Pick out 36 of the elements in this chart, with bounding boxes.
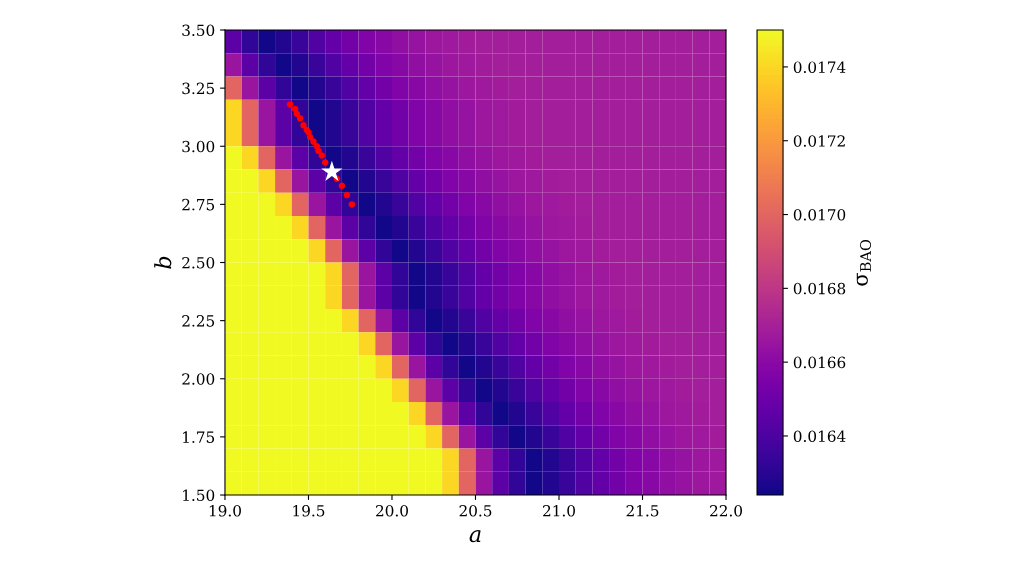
x-tick-label: 21.0 xyxy=(543,505,575,517)
y-tick-label: 3.00 xyxy=(182,140,215,153)
y-tick-label: 1.50 xyxy=(183,489,215,502)
x-tick-label: 20.0 xyxy=(376,505,408,517)
y-tick-label: 2.00 xyxy=(182,373,215,385)
x-tick-label: 19.5 xyxy=(293,505,325,517)
point xyxy=(286,101,294,108)
color-bar-label: 0.0168 xyxy=(793,282,846,295)
x-axis-title: a xyxy=(469,530,481,543)
y-tick-label: 2.75 xyxy=(182,198,215,211)
y-axis-title: b xyxy=(154,256,172,269)
color-bar-label: 0.0172 xyxy=(793,135,845,147)
point xyxy=(310,138,317,145)
point xyxy=(315,147,322,155)
color-bar-title: σ$_{BAO}$ xyxy=(856,239,872,286)
x-tick-label: 22.0 xyxy=(710,505,743,517)
color-bar-label: 0.0164 xyxy=(793,430,846,442)
point xyxy=(296,115,304,122)
point xyxy=(321,160,343,181)
point xyxy=(338,182,346,190)
color-bar-label: 0.0174 xyxy=(793,61,846,73)
y-tick-label: 3.25 xyxy=(182,82,215,95)
color-bar-label: 0.0170 xyxy=(793,209,846,221)
point xyxy=(300,122,307,129)
y-tick-label: 3.50 xyxy=(182,24,215,37)
point xyxy=(306,133,314,141)
point xyxy=(318,152,326,159)
x-tick-label: 20.5 xyxy=(459,505,492,517)
point xyxy=(343,191,351,199)
x-tick-label: 21.5 xyxy=(626,505,659,517)
y-tick-label: 2.50 xyxy=(182,256,215,269)
y-tick-label: 1.75 xyxy=(183,431,215,443)
color-bar-label: 0.0166 xyxy=(793,356,846,369)
x-tick-label: 19.0 xyxy=(209,505,241,517)
y-tick-label: 2.25 xyxy=(182,315,215,327)
point xyxy=(321,159,329,166)
